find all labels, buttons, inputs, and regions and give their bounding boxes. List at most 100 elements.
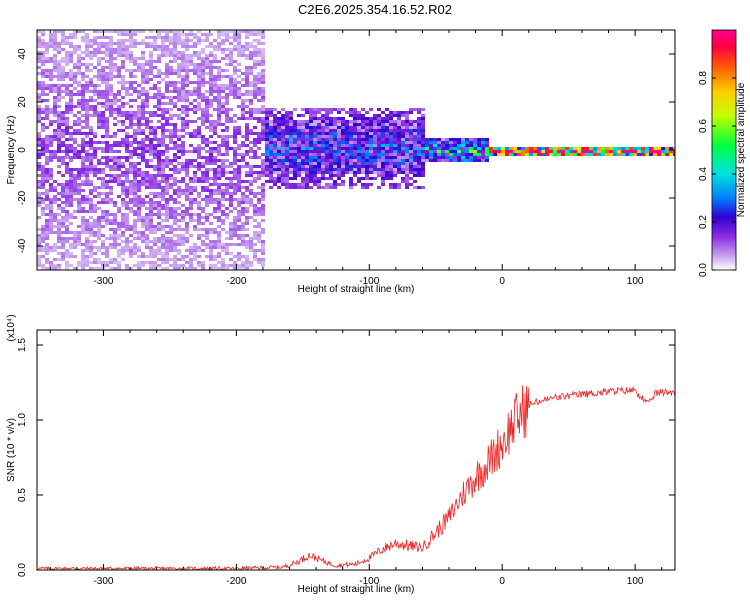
heatmap-cell xyxy=(77,204,81,207)
heatmap-cell xyxy=(293,171,297,174)
heatmap-cell xyxy=(297,114,301,117)
heatmap-cell xyxy=(125,171,129,174)
heatmap-cell xyxy=(145,246,149,249)
heatmap-cell xyxy=(81,165,85,168)
heatmap-cell xyxy=(397,168,401,171)
heatmap-cell xyxy=(149,174,153,177)
heatmap-cell xyxy=(669,147,673,150)
heatmap-cell xyxy=(209,195,213,198)
heatmap-cell xyxy=(613,150,617,153)
heatmap-cell xyxy=(217,243,221,246)
heatmap-cell xyxy=(45,243,49,246)
heatmap-cell xyxy=(157,45,161,48)
heatmap-cell xyxy=(289,162,293,165)
heatmap-cell xyxy=(173,264,177,267)
heatmap-cell xyxy=(225,87,229,90)
heatmap-cell xyxy=(517,150,521,153)
heatmap-cell xyxy=(65,144,69,147)
heatmap-cell xyxy=(465,153,469,156)
heatmap-cell xyxy=(125,237,129,240)
heatmap-cell xyxy=(501,153,505,156)
heatmap-cell xyxy=(77,237,81,240)
heatmap-cell xyxy=(261,213,265,216)
heatmap-cell xyxy=(53,96,57,99)
heatmap-cell xyxy=(333,171,337,174)
heatmap-cell xyxy=(181,234,185,237)
heatmap-cell xyxy=(345,111,349,114)
heatmap-cell xyxy=(241,93,245,96)
heatmap-cell xyxy=(245,153,249,156)
heatmap-cell xyxy=(209,72,213,75)
heatmap-cell xyxy=(133,243,137,246)
heatmap-cell xyxy=(217,99,221,102)
heatmap-cell xyxy=(397,153,401,156)
heatmap-cell xyxy=(373,126,377,129)
heatmap-cell xyxy=(125,90,129,93)
heatmap-cell xyxy=(133,81,137,84)
heatmap-cell xyxy=(345,126,349,129)
heatmap-cell xyxy=(69,105,73,108)
heatmap-cell xyxy=(209,90,213,93)
heatmap-cell xyxy=(129,75,133,78)
heatmap-cell xyxy=(89,126,93,129)
heatmap-cell xyxy=(109,261,113,264)
heatmap-cell xyxy=(225,267,229,270)
heatmap-cell xyxy=(113,258,117,261)
heatmap-cell xyxy=(169,60,173,63)
y-tick-label: -40 xyxy=(17,238,28,253)
heatmap-cell xyxy=(37,57,41,60)
heatmap-cell xyxy=(141,69,145,72)
heatmap-cell xyxy=(297,144,301,147)
heatmap-cell xyxy=(125,132,129,135)
heatmap-cell xyxy=(317,135,321,138)
heatmap-cell xyxy=(69,45,73,48)
heatmap-cell xyxy=(81,243,85,246)
heatmap-cell xyxy=(133,219,137,222)
heatmap-cell xyxy=(181,258,185,261)
heatmap-cell xyxy=(357,135,361,138)
heatmap-cell xyxy=(293,165,297,168)
heatmap-cell xyxy=(45,204,49,207)
heatmap-cell xyxy=(129,81,133,84)
heatmap-cell xyxy=(329,138,333,141)
heatmap-cell xyxy=(161,96,165,99)
heatmap-cell xyxy=(77,192,81,195)
heatmap-cell xyxy=(361,156,365,159)
heatmap-cell xyxy=(197,105,201,108)
heatmap-cell xyxy=(113,234,117,237)
heatmap-cell xyxy=(49,249,53,252)
heatmap-cell xyxy=(397,165,401,168)
heatmap-cell xyxy=(101,75,105,78)
heatmap-cell xyxy=(149,114,153,117)
heatmap-cell xyxy=(241,261,245,264)
heatmap-cell xyxy=(53,48,57,51)
heatmap-cell xyxy=(145,180,149,183)
heatmap-cell xyxy=(173,60,177,63)
heatmap-cell xyxy=(373,147,377,150)
heatmap-cell xyxy=(201,216,205,219)
heatmap-cell xyxy=(85,39,89,42)
heatmap-cell xyxy=(229,171,233,174)
heatmap-cell xyxy=(245,144,249,147)
heatmap-cell xyxy=(345,123,349,126)
heatmap-cell xyxy=(277,153,281,156)
heatmap-cell xyxy=(61,144,65,147)
heatmap-cell xyxy=(49,216,53,219)
heatmap-cell xyxy=(157,141,161,144)
heatmap-cell xyxy=(269,144,273,147)
heatmap-cell xyxy=(117,225,121,228)
heatmap-cell xyxy=(409,168,413,171)
heatmap-cell xyxy=(165,147,169,150)
heatmap-cell xyxy=(341,147,345,150)
heatmap-cell xyxy=(169,216,173,219)
heatmap-cell xyxy=(301,165,305,168)
heatmap-cell xyxy=(89,159,93,162)
heatmap-cell xyxy=(153,105,157,108)
heatmap-cell xyxy=(333,144,337,147)
heatmap-cell xyxy=(205,174,209,177)
heatmap-cell xyxy=(57,240,61,243)
heatmap-cell xyxy=(137,156,141,159)
heatmap-cell xyxy=(129,99,133,102)
heatmap-cell xyxy=(317,129,321,132)
heatmap-cell xyxy=(197,87,201,90)
